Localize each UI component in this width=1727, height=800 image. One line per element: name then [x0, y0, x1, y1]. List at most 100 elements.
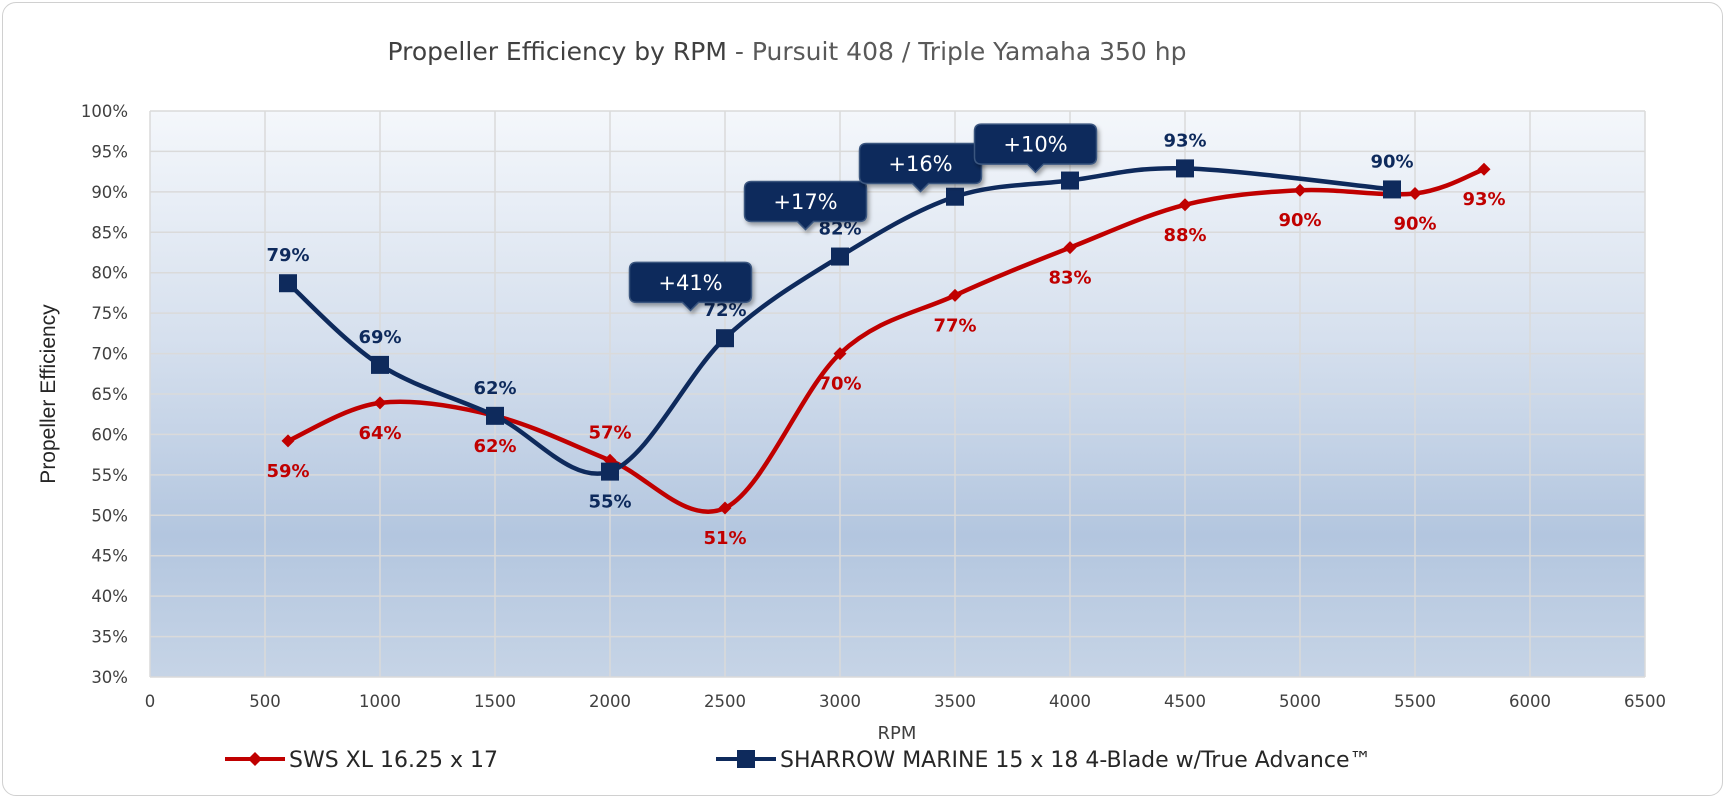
y-tick-label: 100%: [81, 102, 128, 121]
data-point-diamond: [1178, 198, 1192, 212]
data-label: 79%: [266, 245, 309, 266]
legend-entry-sharrow: SHARROW MARINE 15 x 18 4-Blade w/True Ad…: [716, 748, 1372, 773]
legend-square-marker: [737, 750, 755, 768]
data-point-diamond: [833, 347, 847, 361]
y-tick-label: 90%: [91, 183, 128, 202]
callout-text: +41%: [658, 271, 722, 295]
gain-callout: +41%: [628, 261, 753, 312]
y-tick-label: 40%: [91, 587, 128, 606]
x-tick-label: 3500: [934, 692, 976, 711]
x-tick-label: 0: [145, 692, 156, 711]
callout-text: +10%: [1003, 133, 1067, 157]
data-point-diamond: [1293, 183, 1307, 197]
gridlines: [149, 110, 1646, 678]
y-tick-label: 50%: [91, 506, 128, 525]
legend-label-sharrow: SHARROW MARINE 15 x 18 4-Blade w/True Ad…: [780, 748, 1372, 773]
x-tick-label: 6500: [1624, 692, 1666, 711]
legend-entry-sws: SWS XL 16.25 x 17: [225, 748, 498, 773]
data-point-diamond: [1063, 241, 1077, 255]
data-point-diamond: [718, 501, 732, 515]
gain-callout: +16%: [858, 142, 983, 193]
data-point-diamond: [1408, 186, 1422, 200]
x-tick-label: 5000: [1279, 692, 1321, 711]
data-label: 64%: [358, 423, 401, 444]
legend-diamond-marker: [248, 752, 262, 766]
data-label: 59%: [266, 461, 309, 482]
callout-box: [628, 261, 753, 312]
x-tick-label: 3000: [819, 692, 861, 711]
x-tick-label: 4000: [1049, 692, 1091, 711]
chart-title: Propeller Efficiency by RPM - Pursuit 40…: [388, 37, 1187, 66]
legend-label-sws: SWS XL 16.25 x 17: [289, 748, 498, 773]
data-point-square: [601, 462, 619, 481]
series-sharrow: [279, 159, 1401, 481]
gain-callout: +10%: [973, 123, 1098, 174]
y-axis-label: Propeller Efficiency: [37, 304, 60, 484]
gain-callout: +17%: [743, 180, 868, 231]
data-label: 93%: [1462, 189, 1505, 210]
data-label: 62%: [473, 436, 516, 457]
data-label: 77%: [933, 315, 976, 336]
y-tick-label: 85%: [91, 223, 128, 242]
x-tick-label: 1000: [359, 692, 401, 711]
data-point-square: [1061, 171, 1079, 190]
data-label: 62%: [473, 378, 516, 399]
data-label: 69%: [358, 327, 401, 348]
y-tick-label: 35%: [91, 628, 128, 647]
data-label: 72%: [703, 300, 746, 321]
data-labels: 59% 64% 62% 57% 51% 70% 77% 83% 88% 90% 90% 93% 79% 6…: [266, 130, 1505, 549]
x-tick-label: 5500: [1394, 692, 1436, 711]
data-label: 51%: [703, 528, 746, 549]
data-point-square: [486, 406, 504, 425]
data-label: 55%: [588, 492, 631, 513]
data-label: 90%: [1370, 151, 1413, 172]
data-point-square: [371, 355, 389, 374]
data-point-square: [716, 329, 734, 348]
chart-subtitle: Pursuit 408 / Triple Yamaha 350 hp: [752, 37, 1187, 66]
callouts: +41% +17% +16% +10%: [628, 123, 1098, 312]
y-tick-label: 70%: [91, 345, 128, 364]
data-label: 57%: [588, 422, 631, 443]
data-label: 70%: [818, 374, 861, 395]
chart-title-main: Propeller Efficiency by RPM: [388, 37, 727, 66]
y-tick-label: 60%: [91, 425, 128, 444]
data-point-square: [831, 247, 849, 266]
data-label: 90%: [1393, 213, 1436, 234]
data-point-square: [1176, 159, 1194, 178]
data-point-diamond: [948, 288, 962, 302]
data-point-diamond: [281, 434, 295, 448]
y-tick-label: 65%: [91, 385, 128, 404]
callout-box: [973, 123, 1098, 174]
y-tick-label: 80%: [91, 264, 128, 283]
y-tick-label: 30%: [91, 668, 128, 687]
y-tick-label: 55%: [91, 466, 128, 485]
data-point-diamond: [373, 396, 387, 410]
data-label: 93%: [1163, 130, 1206, 151]
x-axis-label: RPM: [878, 723, 917, 744]
y-axis-ticks: 30% 35% 40% 45% 50% 55% 60% 65% 70% 75% 80% 85% 90% 9…: [81, 102, 128, 687]
callout-text: +16%: [888, 152, 952, 176]
data-point-diamond: [1477, 162, 1491, 176]
series-layer: [279, 159, 1491, 515]
x-axis-ticks: 0 500 1000 1500 2000 2500 3000 3500 4000 4500 5000…: [145, 692, 1666, 711]
data-point-square: [1383, 180, 1401, 199]
y-tick-label: 95%: [91, 142, 128, 161]
data-label: 88%: [1163, 225, 1206, 246]
data-point-square: [279, 274, 297, 293]
chart-title-separator: -: [727, 37, 752, 66]
data-label: 83%: [1048, 268, 1091, 289]
y-tick-label: 75%: [91, 304, 128, 323]
data-point-square: [946, 187, 964, 206]
legend: SWS XL 16.25 x 17 SHARROW MARINE 15 x 18…: [225, 748, 1372, 773]
x-tick-label: 2000: [589, 692, 631, 711]
x-tick-label: 500: [249, 692, 281, 711]
series-line: [285, 165, 1395, 476]
x-tick-label: 6000: [1509, 692, 1551, 711]
x-tick-label: 2500: [704, 692, 746, 711]
y-tick-label: 45%: [91, 547, 128, 566]
data-label: 90%: [1278, 210, 1321, 231]
callout-text: +17%: [773, 190, 837, 214]
x-tick-label: 1500: [474, 692, 516, 711]
data-label: 82%: [818, 219, 861, 240]
